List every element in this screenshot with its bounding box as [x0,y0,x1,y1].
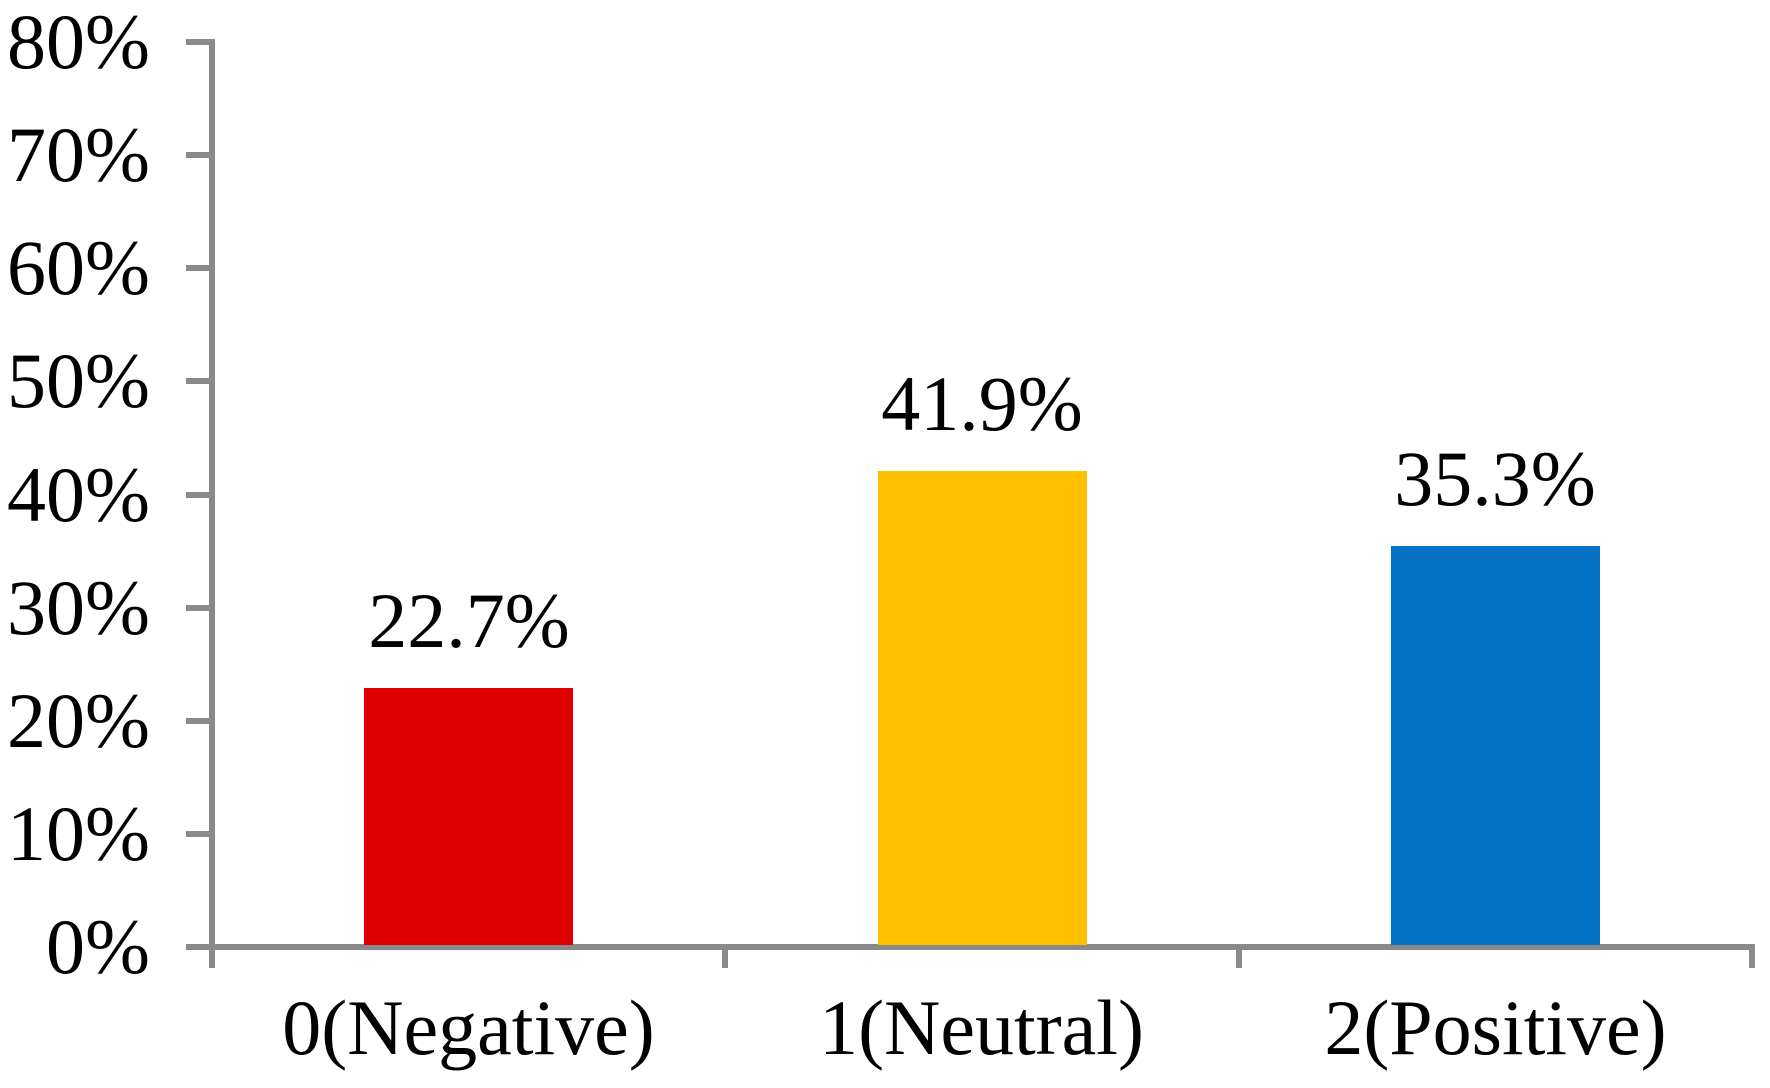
x-category-label: 2(Positive) [1324,984,1667,1071]
x-category-label: 0(Negative) [282,984,655,1071]
y-tick-label: 0% [46,903,150,990]
bar-value-label: 41.9% [881,360,1083,447]
y-tick-label: 10% [7,789,150,877]
x-category-label: 1(Neutral) [819,984,1144,1071]
y-tick-label: 40% [7,450,150,538]
y-axis-tick [186,717,209,724]
bar-1(Neutral) [878,471,1087,945]
y-tick-label: 80% [7,0,150,85]
y-axis-tick [186,604,209,611]
y-axis-tick [186,491,209,498]
y-axis-tick [186,152,209,159]
y-axis-tick [186,830,209,837]
y-axis-tick [186,378,209,385]
bar-value-label: 35.3% [1394,435,1596,522]
y-tick-label: 30% [7,563,150,651]
bar-2(Positive) [1391,546,1600,945]
y-tick-label: 60% [7,224,150,312]
y-tick-label: 70% [7,111,150,199]
y-axis-tick [186,39,209,45]
y-tick-label: 20% [7,676,150,764]
x-axis-line [186,944,1755,950]
x-axis-tick [1749,950,1755,968]
x-axis-tick [722,950,729,968]
bar-0(Negative) [364,688,573,945]
y-axis-tick [186,265,209,272]
y-tick-label: 50% [7,337,150,425]
bar-value-label: 22.7% [368,577,570,664]
x-axis-tick [1235,950,1242,968]
y-axis-line [209,39,215,968]
